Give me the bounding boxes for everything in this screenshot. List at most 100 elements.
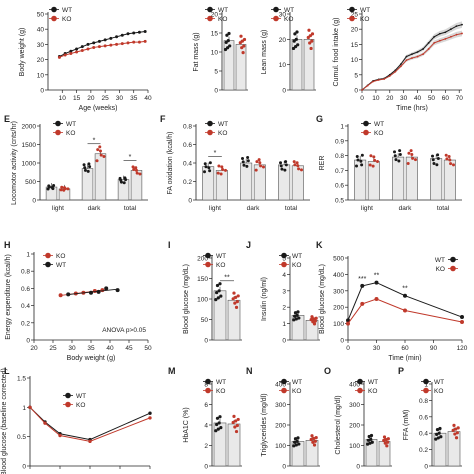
ffa-datapoint [436,436,440,440]
insulin-datapoint [313,319,317,323]
gtt-xlabel: Time (min) [388,355,421,362]
food_intake-point-ko [361,89,363,91]
itt-ytick-label: 0.5 [17,434,26,441]
energy_exp-xlabel: Body weight (g) [67,355,116,362]
fat_mass-datapoint [225,33,229,37]
food_intake-ylabel: Cumul. food intake (g) [333,18,340,87]
body_weight-point-wt [132,31,136,35]
fat_mass-ytick-label: 20 [211,12,219,19]
energy_exp-legend-label: WT [56,262,66,269]
body_weight-point-ko [97,45,101,49]
gtt-ytick-label: 400 [333,272,344,279]
insulin-ytick-label: 1 [282,321,286,328]
fat_mass-legend-label: KO [218,16,227,23]
body_weight-point-ko [115,42,119,46]
panel-letter-m: M [168,366,176,376]
locomotor-ytick-label: 1000 [22,161,37,168]
body_weight-xtick-label: 30 [116,95,124,102]
energy_exp-point-wt [115,288,120,293]
itt-legend-label: KO [76,402,85,409]
body_weight-point-wt [109,36,113,40]
itt-ytick-label: 1.5 [17,376,26,383]
triglycerides-datapoint [297,442,301,446]
energy_exp-ytick-label: 0.6 [21,286,30,293]
food_intake-line-ko [361,32,463,91]
fa_oxidation-datapoint [219,172,223,176]
fa_oxidation-datapoint [223,168,227,172]
fa_oxidation-datapoint [280,167,284,171]
body_weight-xtick-label: 10 [59,95,67,102]
rer-ytick-label: 0.8 [335,153,344,160]
rer-datapoint [368,163,372,167]
lean_mass-ylabel: Lean mass (g) [261,30,268,75]
insulin-datapoint [293,314,297,318]
food_intake-band-ko [362,30,462,90]
locomotor-datapoint [47,185,51,189]
triglycerides-ytick-label: 0 [282,464,286,471]
food_intake-point-ko [399,65,402,68]
lean_mass-ytick-label: 10 [279,62,287,69]
food_intake-point-ko [427,48,430,50]
fa_oxidation-datapoint [284,160,288,164]
fa_oxidation-datapoint [292,160,296,164]
lean_mass-ytick-label: 30 [279,12,287,19]
gtt-ytick-label: 100 [333,321,344,328]
locomotor-datapoint [135,171,139,175]
locomotor-datapoint [98,145,102,149]
locomotor-category-label: light [52,205,64,212]
fa_oxidation-datapoint [255,160,259,164]
body_weight-ytick-label: 20 [37,57,45,64]
cholesterol-datapoint [386,437,390,441]
energy_exp-xtick-label: 25 [49,345,57,352]
food_intake-point-wt [461,23,463,26]
rer-ytick-label: 0.5 [335,198,344,205]
lean_mass-datapoint [294,45,298,49]
rer-datapoint [355,164,359,168]
itt-ytick-label: 1 [22,405,26,412]
gtt-point-wt [360,283,365,288]
food_intake-xtick-label: 10 [372,95,380,102]
food_intake-xtick-label: 30 [400,95,408,102]
hba1c-datapoint [233,425,237,429]
hba1c-datapoint [216,427,220,431]
fa_oxidation-ytick-label: 0.2 [183,179,192,186]
food_intake-point-ko [377,79,380,81]
lean_mass-datapoint [310,32,315,36]
body_weight-xtick-label: 40 [144,95,152,102]
insulin-datapoint [312,322,317,326]
panel-letter-e: E [4,114,10,124]
locomotor-category-label: total [124,205,137,212]
locomotor-datapoint [87,162,91,166]
cholesterol-datapoint [370,440,374,444]
food_intake-xtick-label: 60 [442,95,450,102]
fa_oxidation-datapoint [207,166,211,170]
fa_oxidation-datapoint [259,164,263,168]
body_weight-point-wt [143,29,147,33]
hba1c-ytick-label: 2 [204,443,208,450]
fa_oxidation-ytick-label: 0 [188,198,192,205]
food_intake-point-wt [416,51,419,53]
rer-datapoint [432,162,436,166]
fat_mass-datapoint [241,51,245,55]
food_intake-xtick-label: 70 [456,95,464,102]
blood_glucose-ytick-label: 200 [197,256,208,263]
triglycerides-bar-ko [305,440,319,467]
triglycerides-ytick-label: 200 [275,423,286,430]
gtt-point-ko [403,308,407,313]
body_weight-ytick-label: 10 [37,72,45,79]
food_intake-point-ko [388,75,391,77]
energy_exp-ytick-label: 0.8 [21,269,30,276]
energy_exp-fit-wt [68,288,118,295]
fat_mass-datapoint [224,40,228,44]
body_weight-point-ko [57,55,61,59]
energy_exp-xtick-label: 50 [144,345,152,352]
triglycerides-legend-label: KO [292,388,301,395]
gtt-sig-label: *** [358,276,366,283]
energy_exp-point-wt [104,286,109,291]
ffa-ylabel: FFA (mM) [403,410,410,441]
food_intake-point-wt [438,32,441,35]
energy_exp-point-wt [89,290,93,295]
body_weight-point-ko [126,41,130,45]
locomotor-ytick-label: 0 [32,198,36,205]
fa_oxidation-datapoint [246,155,250,159]
